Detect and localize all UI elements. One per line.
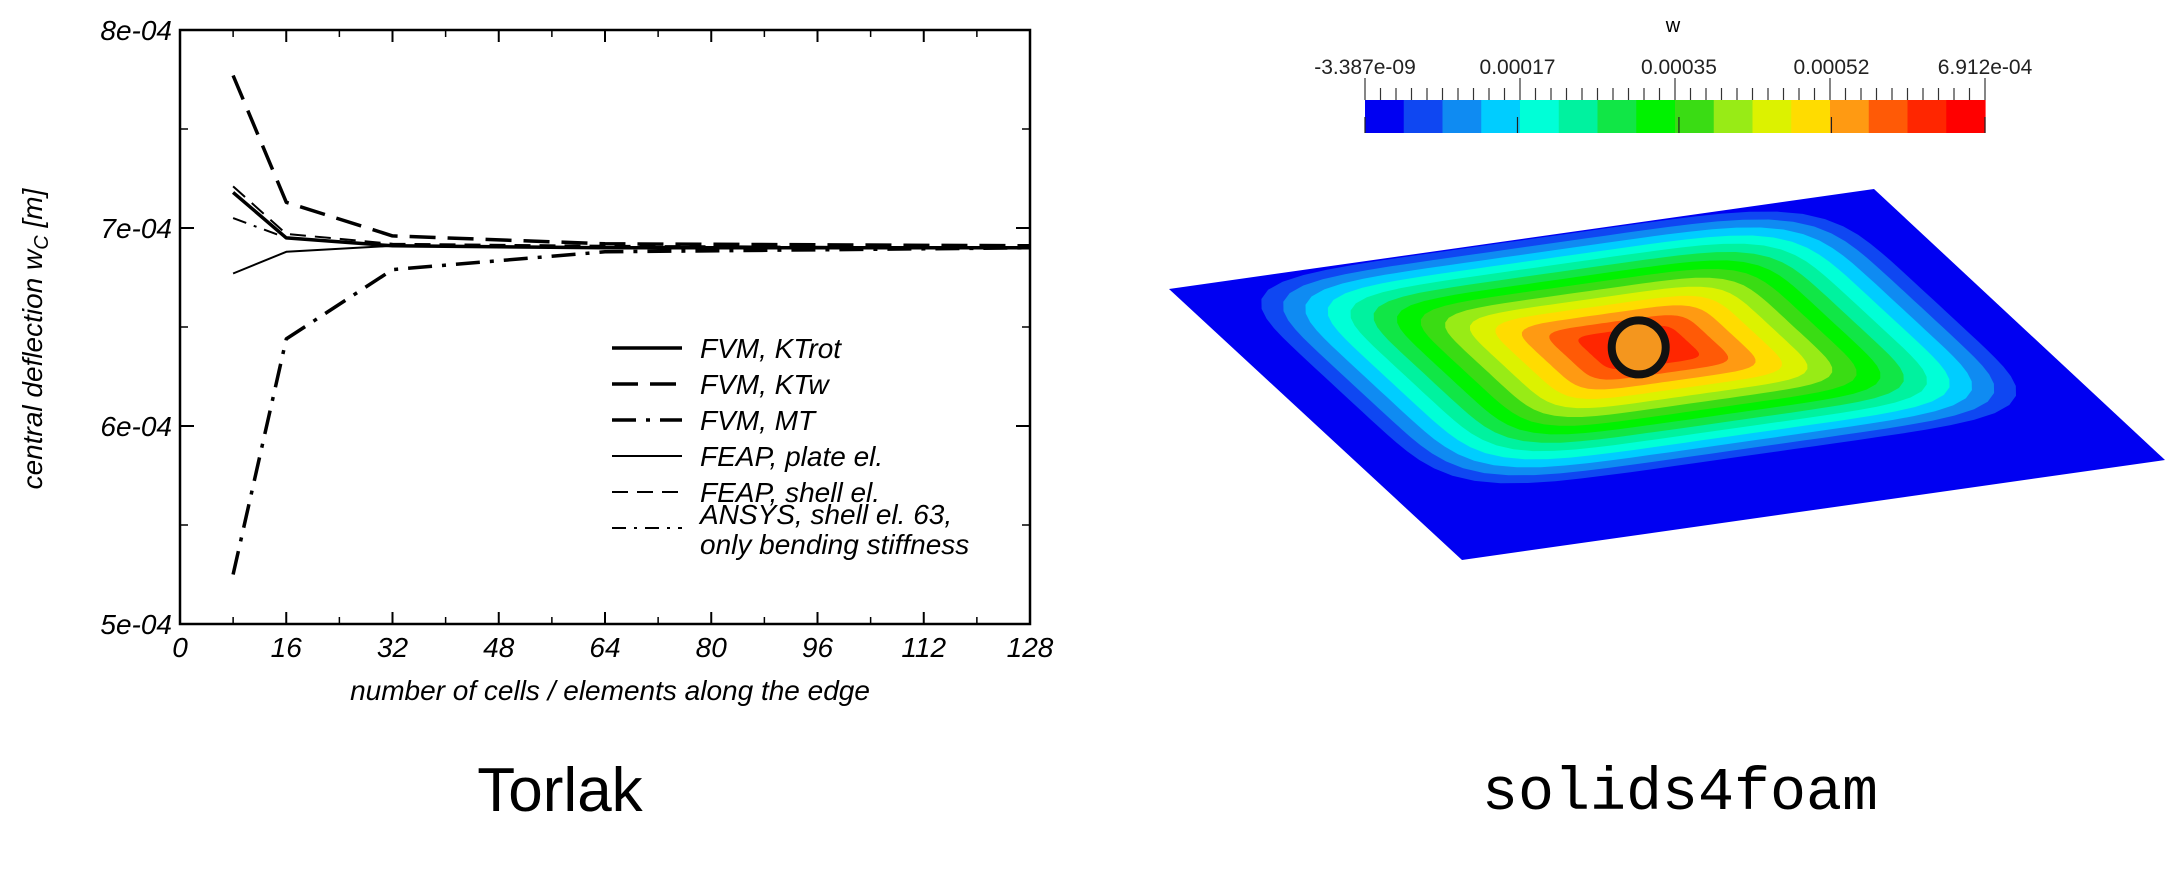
legend-label-1: FVM, KTrot [700, 333, 842, 364]
x-axis-label: number of cells / elements along the edg… [350, 675, 870, 706]
colorbar-band-8 [1636, 100, 1676, 133]
convergence-chart: 0 16 32 48 64 80 96 112 128 5e-04 6e-04 7e-04 8e-04 n… [17, 15, 1054, 706]
colorbar-title: w [1665, 15, 1681, 37]
colorbar-band-11 [1752, 100, 1792, 133]
colorbar-band-2 [1403, 100, 1444, 133]
colorbar-tick-label: -3.387e-09 [1314, 56, 1416, 79]
colorbar-tick-label: 0.00052 [1793, 56, 1869, 79]
y-tick-label: 5e-04 [100, 609, 172, 640]
x-tick-label: 96 [802, 632, 834, 663]
legend-label-3: FVM, MT [700, 405, 817, 436]
x-tick-label: 80 [696, 632, 728, 663]
colorbar-band-4 [1481, 100, 1521, 133]
x-tick-label: 64 [589, 632, 620, 663]
colorbar-tick-label: 6.912e-04 [1938, 56, 2033, 79]
colorbar-band-6 [1558, 100, 1599, 133]
x-tick-label: 0 [172, 632, 188, 663]
legend-label-5: FEAP, shell el. [700, 477, 880, 508]
series-line-3 [231, 246, 1031, 575]
colorbar-band-16 [1946, 100, 1986, 133]
colorbar-band-7 [1597, 100, 1637, 133]
deflection-contour-plot: w -3.387e-09 0.00017 0.00035 0.00052 6.912e-0… [1169, 15, 2165, 560]
x-tick-label: 112 [901, 632, 946, 663]
colorbar-band-12 [1791, 100, 1831, 133]
colorbar-band-9 [1675, 100, 1715, 133]
x-tick-label: 128 [1007, 632, 1054, 663]
colorbar-band-14 [1868, 100, 1909, 133]
x-tick-label: 32 [377, 632, 409, 663]
x-tick-label: 48 [483, 632, 515, 663]
y-tick-label: 7e-04 [100, 213, 172, 244]
colorbar-band-1 [1365, 100, 1405, 133]
x-tick-label: 16 [271, 632, 303, 663]
series-line-5 [232, 185, 1031, 249]
colorbar-band-10 [1713, 100, 1754, 133]
legend-label-4: FEAP, plate el. [700, 441, 883, 472]
colorbar-tick-label: 0.00017 [1480, 56, 1556, 79]
colorbar-band-3 [1442, 100, 1482, 133]
series-line-2 [231, 74, 1031, 248]
colorbar-band-13 [1830, 100, 1870, 133]
y-tick-label: 6e-04 [100, 411, 172, 442]
colorbar-band-15 [1907, 100, 1947, 133]
series-line-6 [232, 217, 1030, 249]
y-tick-label: 8e-04 [100, 15, 172, 46]
colorbar-tick-label: 0.00035 [1641, 56, 1717, 79]
colorbar-band-5 [1520, 100, 1560, 133]
max-deflection-marker [1607, 316, 1670, 379]
legend-label-6: ANSYS, shell el. 63, only bending stiffne… [698, 499, 969, 560]
legend-label-2: FVM, KTw [700, 369, 830, 400]
caption-left: Torlak [477, 756, 643, 825]
caption-right: solids4foam [1481, 760, 1879, 828]
y-axis-label: central deflection wC [m] [17, 187, 53, 489]
